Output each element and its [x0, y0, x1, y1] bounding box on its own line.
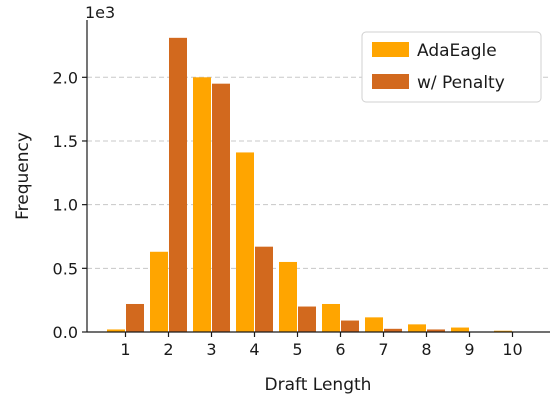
x-tick-label: 1	[120, 340, 130, 359]
ticks: 0.0 0.5 1.0 1.5 2.0 1 2 3 4 5 6 7 8 9 10	[53, 68, 523, 359]
bar-adaeagle-6	[322, 303, 340, 332]
y-offset-label: 1e3	[85, 3, 115, 22]
bar-w-penalty-6	[341, 320, 359, 332]
bars	[107, 37, 512, 333]
bar-w-penalty-5	[298, 306, 316, 332]
bar-adaeagle-2	[150, 251, 168, 332]
bar-w-penalty-3	[212, 83, 230, 333]
legend: AdaEagle w/ Penalty	[361, 31, 542, 103]
y-tick-label: 1.0	[53, 196, 78, 215]
bar-adaeagle-10	[494, 330, 512, 332]
x-tick-label: 9	[464, 340, 474, 359]
y-axis-label: Frequency	[13, 132, 33, 220]
bar-adaeagle-1	[107, 329, 125, 332]
bar-w-penalty-1	[126, 303, 144, 332]
x-tick-label: 8	[421, 340, 431, 359]
bar-w-penalty-4	[255, 246, 273, 332]
x-tick-label: 5	[292, 340, 302, 359]
grid-lines	[87, 76, 550, 269]
bar-adaeagle-3	[193, 77, 211, 332]
bar-w-penalty-8	[427, 329, 445, 332]
x-tick-label: 10	[502, 340, 522, 359]
bar-adaeagle-9	[451, 327, 469, 332]
x-tick-label: 3	[206, 340, 216, 359]
bar-w-penalty-7	[384, 328, 402, 332]
legend-swatch-adaeagle	[372, 42, 409, 57]
y-tick-label: 2.0	[53, 68, 78, 87]
bar-adaeagle-5	[279, 261, 297, 332]
y-tick-label: 0.5	[53, 259, 78, 278]
bar-adaeagle-8	[408, 324, 426, 332]
x-tick-label: 7	[378, 340, 388, 359]
bar-adaeagle-7	[365, 317, 383, 332]
y-tick-label: 0.0	[53, 323, 78, 342]
bar-adaeagle-4	[236, 152, 254, 332]
legend-swatch-w-penalty	[372, 74, 409, 89]
x-tick-label: 6	[335, 340, 345, 359]
legend-label-w-penalty: w/ Penalty	[417, 73, 505, 93]
bar-w-penalty-2	[169, 37, 187, 332]
x-axis-label: Draft Length	[265, 375, 372, 395]
legend-label-adaeagle: AdaEagle	[417, 41, 497, 61]
x-tick-label: 4	[249, 340, 259, 359]
axes	[86, 20, 550, 333]
x-tick-label: 2	[163, 340, 173, 359]
y-tick-label: 1.5	[53, 132, 78, 151]
